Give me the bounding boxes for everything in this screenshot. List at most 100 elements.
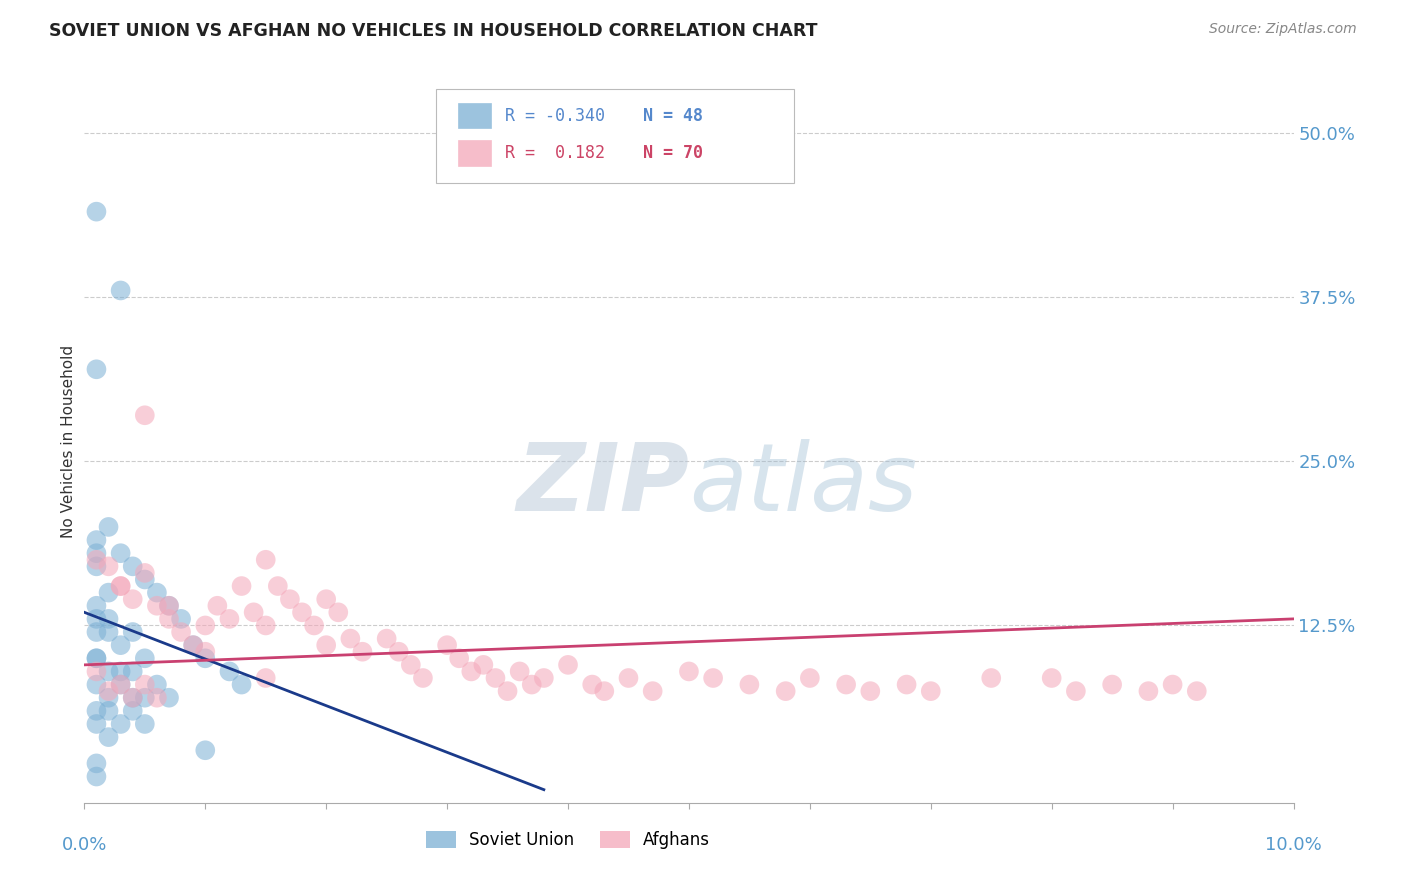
Point <box>121 690 143 705</box>
Point <box>157 599 180 613</box>
Point <box>1064 684 1087 698</box>
Point <box>170 625 193 640</box>
Point <box>146 599 169 613</box>
Legend: Soviet Union, Afghans: Soviet Union, Afghans <box>419 824 717 856</box>
Text: Source: ZipAtlas.com: Source: ZipAtlas.com <box>1209 22 1357 37</box>
Point <box>581 677 603 691</box>
Point <box>97 665 120 679</box>
Point <box>86 665 108 679</box>
Point <box>641 684 664 698</box>
Point <box>86 553 108 567</box>
Y-axis label: No Vehicles in Household: No Vehicles in Household <box>60 345 76 538</box>
Point <box>702 671 724 685</box>
Point <box>121 704 143 718</box>
Point <box>399 657 422 672</box>
Point <box>97 730 120 744</box>
Point <box>86 559 108 574</box>
Point <box>170 612 193 626</box>
Point <box>97 520 120 534</box>
Point <box>352 645 374 659</box>
Point <box>134 573 156 587</box>
Point <box>291 605 314 619</box>
Point <box>194 651 217 665</box>
Point <box>315 638 337 652</box>
Point <box>86 770 108 784</box>
Point <box>86 599 108 613</box>
Point <box>920 684 942 698</box>
Point <box>110 579 132 593</box>
Point <box>181 638 204 652</box>
Point <box>617 671 640 685</box>
Point <box>86 717 108 731</box>
Point <box>242 605 264 619</box>
Text: ZIP: ZIP <box>516 439 689 531</box>
Point <box>1040 671 1063 685</box>
Point <box>254 618 277 632</box>
Point <box>86 651 108 665</box>
Point <box>110 677 132 691</box>
Point <box>1161 677 1184 691</box>
Point <box>134 717 156 731</box>
Point <box>436 638 458 652</box>
Text: 0.0%: 0.0% <box>62 836 107 854</box>
Point <box>231 579 253 593</box>
Point <box>835 677 858 691</box>
Point <box>146 677 169 691</box>
Point <box>121 559 143 574</box>
Point <box>97 612 120 626</box>
Point <box>110 665 132 679</box>
Point <box>97 625 120 640</box>
Point <box>207 599 229 613</box>
Point <box>896 677 918 691</box>
Point <box>86 546 108 560</box>
Point <box>1137 684 1160 698</box>
Point <box>86 651 108 665</box>
Point <box>496 684 519 698</box>
Point <box>86 612 108 626</box>
Text: 10.0%: 10.0% <box>1265 836 1322 854</box>
Point <box>738 677 761 691</box>
Point <box>134 409 156 423</box>
Point <box>134 690 156 705</box>
Point <box>134 566 156 580</box>
Point <box>86 204 108 219</box>
Point <box>121 592 143 607</box>
Point <box>110 579 132 593</box>
Point <box>449 651 471 665</box>
Text: atlas: atlas <box>689 440 917 531</box>
Point <box>134 651 156 665</box>
Point <box>110 638 132 652</box>
Point <box>194 743 217 757</box>
Point <box>134 677 156 691</box>
Point <box>194 645 217 659</box>
Point <box>533 671 555 685</box>
Point <box>121 665 143 679</box>
Point <box>254 671 277 685</box>
Point <box>97 684 120 698</box>
Point <box>97 585 120 599</box>
Point <box>254 553 277 567</box>
Point <box>231 677 253 691</box>
Point <box>267 579 290 593</box>
Text: SOVIET UNION VS AFGHAN NO VEHICLES IN HOUSEHOLD CORRELATION CHART: SOVIET UNION VS AFGHAN NO VEHICLES IN HO… <box>49 22 818 40</box>
Point <box>97 704 120 718</box>
Point <box>1185 684 1208 698</box>
Point <box>328 605 350 619</box>
Point <box>157 599 180 613</box>
Point <box>315 592 337 607</box>
Point <box>509 665 531 679</box>
Point <box>157 690 180 705</box>
Point <box>775 684 797 698</box>
Text: R = -0.340: R = -0.340 <box>505 107 605 125</box>
Point <box>412 671 434 685</box>
Point <box>218 612 240 626</box>
Point <box>520 677 543 691</box>
Point <box>86 756 108 771</box>
Point <box>110 284 132 298</box>
Point <box>157 612 180 626</box>
Point <box>678 665 700 679</box>
Point <box>472 657 495 672</box>
Point <box>97 559 120 574</box>
Point <box>86 704 108 718</box>
Point <box>218 665 240 679</box>
